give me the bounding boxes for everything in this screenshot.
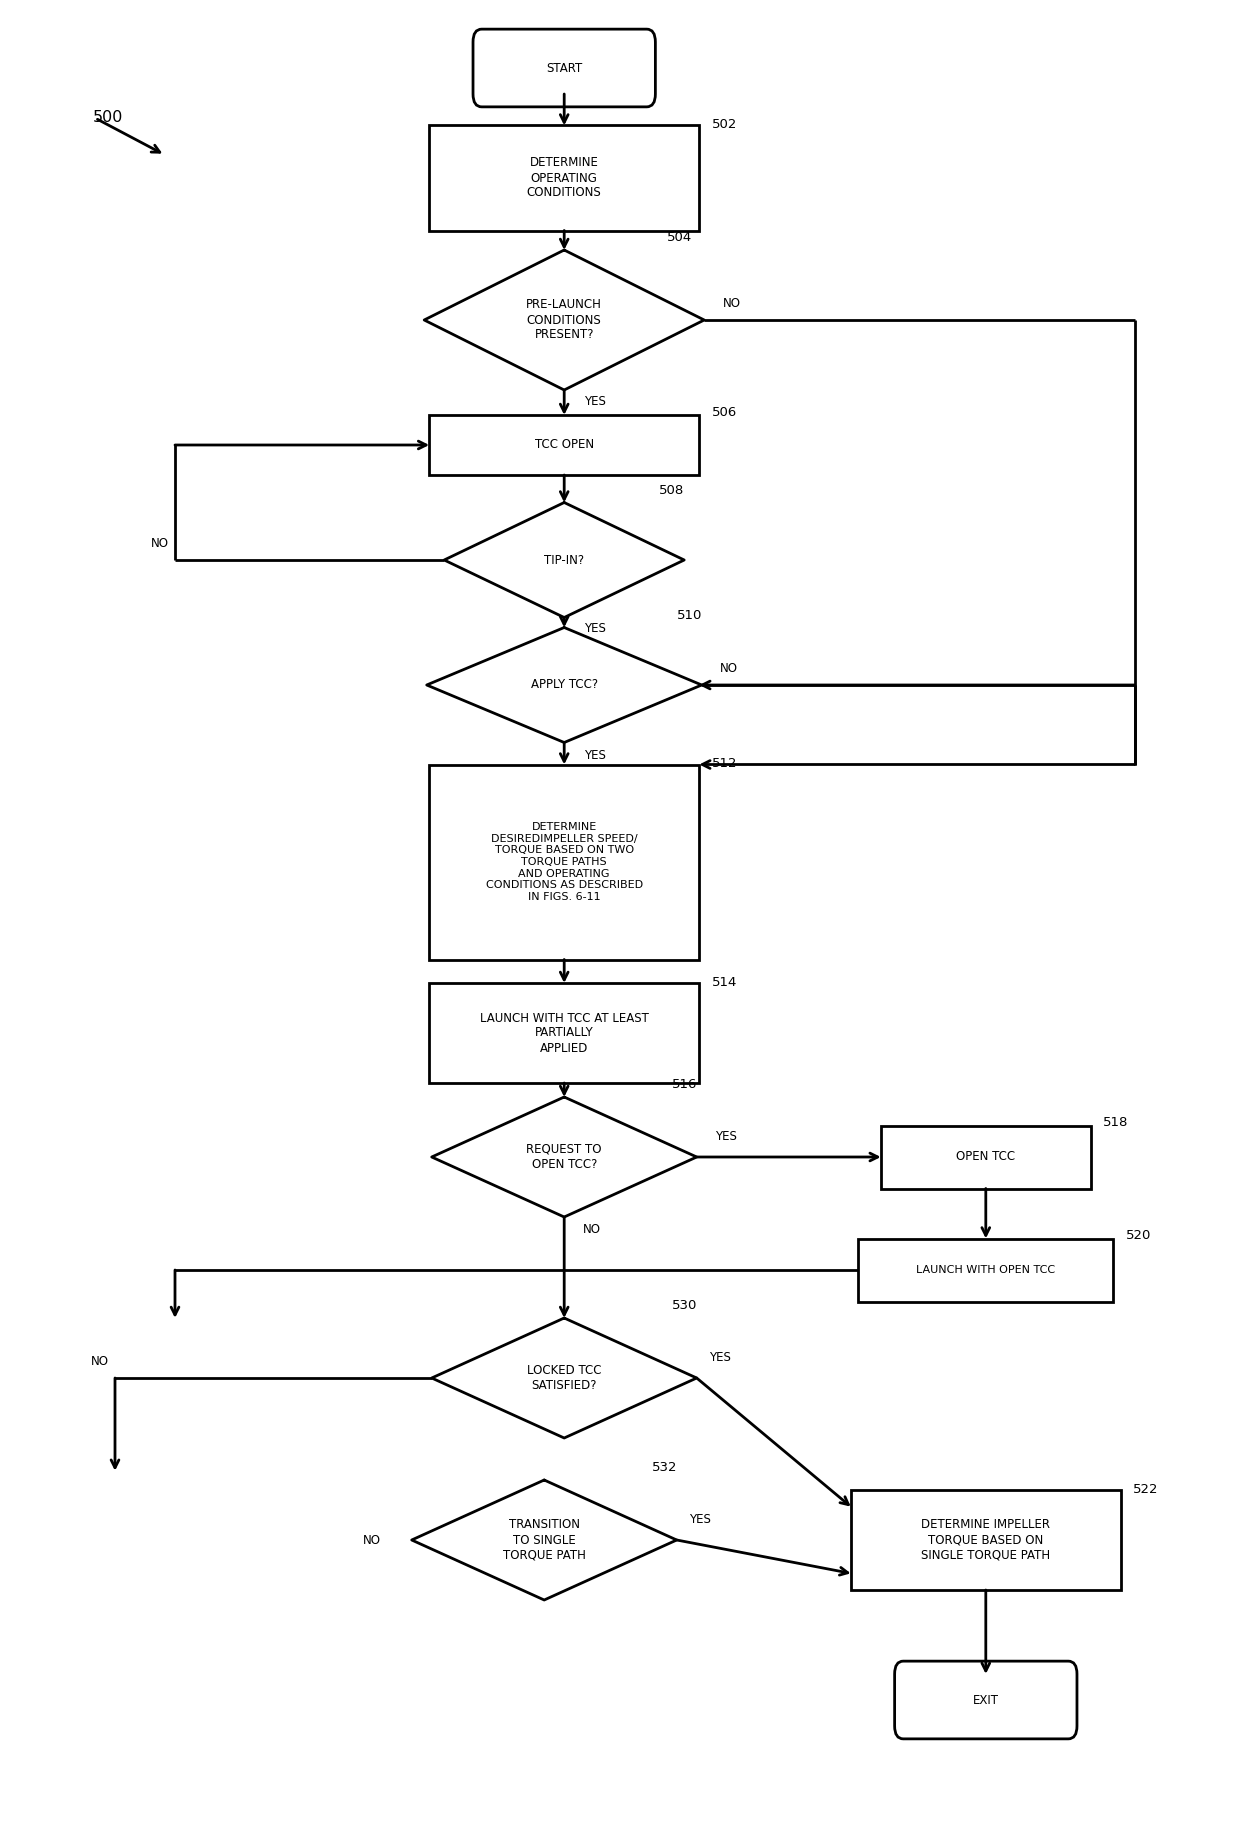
Text: PRE-LAUNCH
CONDITIONS
PRESENT?: PRE-LAUNCH CONDITIONS PRESENT? [526, 298, 603, 342]
Text: LOCKED TCC
SATISFIED?: LOCKED TCC SATISFIED? [527, 1365, 601, 1392]
Text: DETERMINE
OPERATING
CONDITIONS: DETERMINE OPERATING CONDITIONS [527, 156, 601, 200]
Text: OPEN TCC: OPEN TCC [956, 1150, 1016, 1163]
Text: 504: 504 [667, 231, 692, 244]
Text: 514: 514 [712, 975, 737, 988]
Text: TIP-IN?: TIP-IN? [544, 553, 584, 566]
Text: 512: 512 [712, 757, 737, 770]
Text: NO: NO [151, 536, 169, 549]
Text: YES: YES [584, 749, 606, 762]
Text: 530: 530 [672, 1299, 697, 1312]
FancyBboxPatch shape [894, 1661, 1078, 1740]
Text: YES: YES [709, 1352, 730, 1365]
Bar [880, 1126, 1091, 1189]
Bar [429, 415, 699, 476]
Text: YES: YES [584, 395, 606, 408]
Text: YES: YES [689, 1514, 711, 1527]
Text: 502: 502 [712, 118, 737, 130]
Bar [429, 125, 699, 230]
Text: 510: 510 [677, 610, 702, 623]
Text: 518: 518 [1104, 1117, 1128, 1130]
Text: YES: YES [715, 1130, 737, 1143]
Bar [858, 1238, 1114, 1301]
Text: NO: NO [583, 1223, 601, 1236]
Text: 522: 522 [1133, 1482, 1158, 1495]
Text: NO: NO [91, 1356, 109, 1369]
Text: LAUNCH WITH TCC AT LEAST
PARTIALLY
APPLIED: LAUNCH WITH TCC AT LEAST PARTIALLY APPLI… [480, 1012, 649, 1054]
Text: DETERMINE
DESIREDIMPELLER SPEED/
TORQUE BASED ON TWO
TORQUE PATHS
AND OPERATING
: DETERMINE DESIREDIMPELLER SPEED/ TORQUE … [486, 823, 642, 902]
Text: NO: NO [723, 298, 740, 310]
Text: 508: 508 [660, 483, 684, 498]
Text: START: START [546, 61, 583, 75]
Text: 500: 500 [93, 110, 123, 125]
Bar [429, 983, 699, 1084]
Text: APPLY TCC?: APPLY TCC? [531, 678, 598, 691]
Text: REQUEST TO
OPEN TCC?: REQUEST TO OPEN TCC? [527, 1143, 601, 1170]
Bar [429, 764, 699, 959]
Text: YES: YES [584, 623, 606, 636]
Text: TCC OPEN: TCC OPEN [534, 439, 594, 452]
Text: 532: 532 [652, 1462, 677, 1475]
FancyBboxPatch shape [472, 29, 656, 107]
Text: 516: 516 [672, 1078, 697, 1091]
Text: DETERMINE IMPELLER
TORQUE BASED ON
SINGLE TORQUE PATH: DETERMINE IMPELLER TORQUE BASED ON SINGL… [921, 1519, 1050, 1561]
Bar [851, 1490, 1121, 1591]
Text: EXIT: EXIT [973, 1694, 998, 1707]
Text: 520: 520 [1126, 1229, 1151, 1242]
Text: TRANSITION
TO SINGLE
TORQUE PATH: TRANSITION TO SINGLE TORQUE PATH [502, 1519, 585, 1561]
Text: NO: NO [720, 661, 738, 674]
Text: 506: 506 [712, 406, 737, 419]
Text: NO: NO [362, 1534, 381, 1547]
Text: LAUNCH WITH OPEN TCC: LAUNCH WITH OPEN TCC [916, 1266, 1055, 1275]
